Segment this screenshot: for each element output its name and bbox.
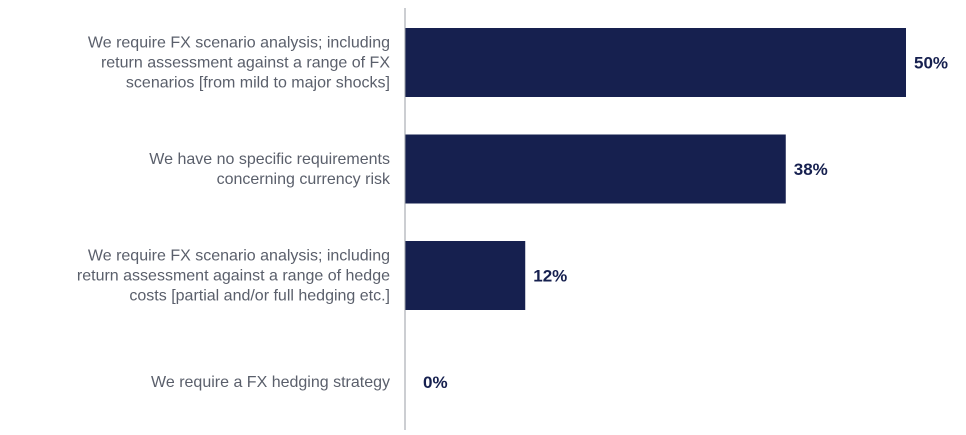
value-label-3: 12%	[533, 267, 567, 286]
category-label-line: costs [partial and/or full hedging etc.]	[129, 288, 390, 305]
bar-2	[405, 134, 786, 204]
bar-1	[405, 28, 906, 97]
value-label-2: 38%	[794, 160, 828, 179]
category-label-1: We require FX scenario analysis; includi…	[88, 35, 390, 92]
category-label-line: We require FX scenario analysis; includi…	[88, 248, 390, 265]
value-labels-layer: 50% 38% 12% 0%	[423, 54, 948, 393]
category-label-line: We require FX scenario analysis; includi…	[88, 35, 390, 52]
category-label-line: return assessment against a range of hed…	[77, 268, 390, 285]
value-label-4: 0%	[423, 373, 448, 392]
category-label-line: We require a FX hedging strategy	[151, 374, 390, 391]
category-label-2: We have no specific requirements concerni…	[149, 151, 391, 188]
category-label-line: scenarios [from mild to major shocks]	[126, 75, 390, 92]
category-label-4: We require a FX hedging strategy	[151, 374, 390, 391]
category-labels-layer: We require FX scenario analysis; includi…	[77, 35, 391, 392]
category-label-line: concerning currency risk	[217, 171, 391, 188]
category-label-line: return assessment against a range of FX	[101, 55, 390, 72]
category-label-line: We have no specific requirements	[149, 151, 390, 168]
value-label-1: 50%	[914, 54, 948, 73]
bar-3	[405, 241, 526, 310]
category-label-3: We require FX scenario analysis; includi…	[77, 248, 390, 305]
bars-layer	[405, 28, 906, 310]
